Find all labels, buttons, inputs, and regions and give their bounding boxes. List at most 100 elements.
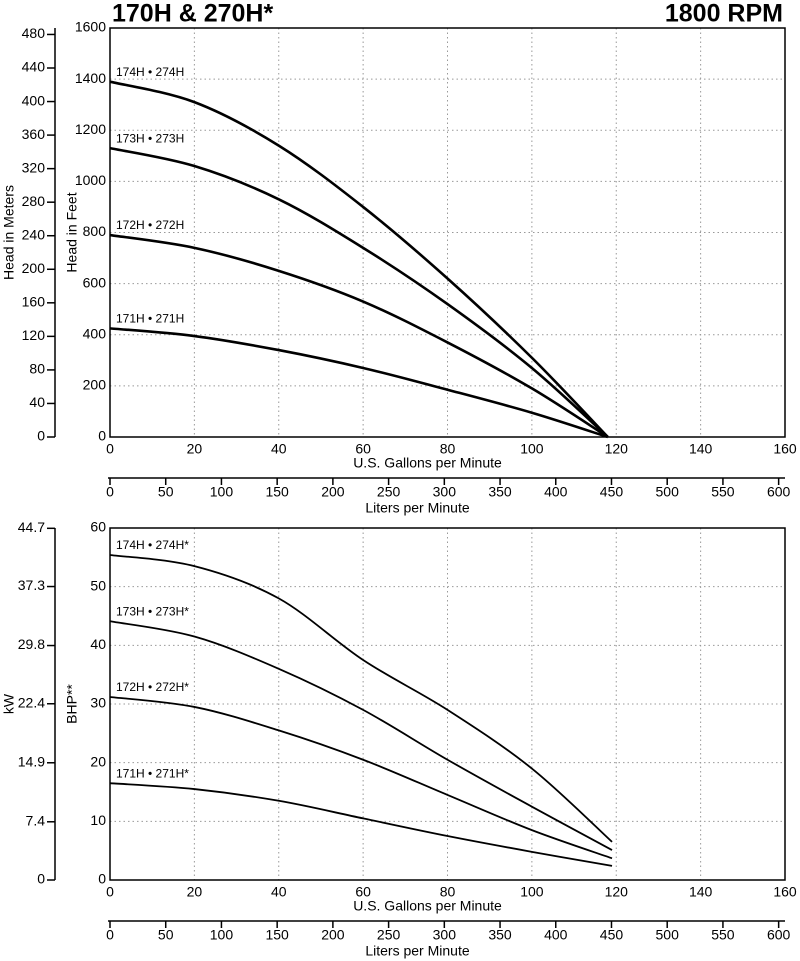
- y-tick-label: 1400: [75, 70, 106, 86]
- x-tick-label: 80: [440, 441, 456, 457]
- y2-tick-label: 480: [22, 25, 46, 41]
- x2-tick-label: 0: [106, 484, 114, 500]
- x2-tick-label: 350: [488, 927, 512, 943]
- x-tick-label: 20: [187, 441, 203, 457]
- y2-tick-label: 0: [37, 428, 45, 444]
- x2-tick-label: 500: [656, 484, 680, 500]
- y-tick-label: 40: [90, 636, 106, 652]
- x2-tick-label: 300: [433, 927, 457, 943]
- x-tick-label: 0: [106, 441, 114, 457]
- plot-frame: [109, 527, 786, 881]
- x2-tick-label: 200: [321, 484, 345, 500]
- x2-axis-label: Liters per Minute: [365, 943, 469, 959]
- chart-title: 170H & 270H*: [112, 0, 273, 28]
- x2-tick-label: 250: [377, 927, 401, 943]
- y2-axis-label: Head in Meters: [1, 185, 17, 280]
- y-tick-label: 400: [83, 325, 107, 341]
- x-tick-label: 0: [106, 884, 114, 900]
- y2-tick-label: 29.8: [18, 636, 45, 652]
- y-axis-label: BHP**: [64, 684, 80, 724]
- y2-tick-label: 40: [29, 394, 45, 410]
- x-tick-label: 80: [440, 884, 456, 900]
- x2-tick-label: 600: [767, 927, 791, 943]
- y2-tick-label: 360: [22, 126, 46, 142]
- y-tick-label: 0: [98, 871, 106, 887]
- y2-tick-label: 440: [22, 59, 46, 75]
- x2-tick-label: 450: [600, 484, 624, 500]
- x2-tick-label: 300: [433, 484, 457, 500]
- y2-tick-label: 80: [29, 361, 45, 377]
- x2-tick-label: 150: [265, 927, 289, 943]
- y-axis-label: Head in Feet: [64, 192, 80, 272]
- x2-tick-label: 400: [544, 927, 568, 943]
- series-label: 174H • 274H*: [116, 538, 189, 552]
- x2-tick-label: 350: [488, 484, 512, 500]
- chart-subtitle: 1800 RPM: [665, 0, 783, 28]
- curve: [109, 782, 613, 867]
- y2-tick-label: 320: [22, 159, 46, 175]
- x-axis-label: U.S. Gallons per Minute: [353, 455, 502, 471]
- x2-tick-label: 450: [600, 927, 624, 943]
- y2-tick-label: 280: [22, 193, 46, 209]
- x2-tick-label: 550: [711, 484, 735, 500]
- x-tick-label: 20: [187, 884, 203, 900]
- y2-tick-label: 200: [22, 260, 46, 276]
- x-tick-label: 60: [355, 441, 371, 457]
- y2-tick-label: 44.7: [18, 519, 45, 535]
- x-tick-label: 60: [355, 884, 371, 900]
- y2-tick-label: 240: [22, 226, 46, 242]
- x2-tick-label: 100: [210, 927, 234, 943]
- x2-tick-label: 250: [377, 484, 401, 500]
- y-tick-label: 600: [83, 274, 107, 290]
- curve: [109, 233, 609, 439]
- x2-tick-label: 50: [158, 484, 174, 500]
- y-tick-label: 1000: [75, 172, 106, 188]
- x-tick-label: 120: [605, 884, 629, 900]
- x-tick-label: 160: [773, 441, 797, 457]
- y2-tick-label: 0: [37, 871, 45, 887]
- x2-tick-label: 600: [767, 484, 791, 500]
- curve: [109, 620, 613, 851]
- series-label: 173H • 273H*: [116, 604, 189, 618]
- series-label: 172H • 272H*: [116, 680, 189, 694]
- y2-tick-label: 120: [22, 327, 46, 343]
- x-tick-label: 100: [520, 884, 544, 900]
- y-tick-label: 1200: [75, 121, 106, 137]
- x2-axis-label: Liters per Minute: [365, 500, 469, 516]
- curve: [109, 696, 613, 860]
- y2-tick-label: 22.4: [18, 694, 45, 710]
- x2-tick-label: 100: [210, 484, 234, 500]
- y-tick-label: 800: [83, 223, 107, 239]
- y2-tick-label: 400: [22, 92, 46, 108]
- series-label: 172H • 272H: [116, 218, 184, 232]
- plot-frame: [109, 27, 786, 438]
- x-tick-label: 140: [689, 441, 713, 457]
- series-label: 171H • 271H*: [116, 766, 189, 780]
- x-tick-label: 140: [689, 884, 713, 900]
- x-tick-label: 40: [271, 884, 287, 900]
- y2-tick-label: 14.9: [18, 753, 45, 769]
- x-tick-label: 120: [605, 441, 629, 457]
- x-tick-label: 160: [773, 884, 797, 900]
- x2-tick-label: 200: [321, 927, 345, 943]
- y-tick-label: 30: [90, 695, 106, 711]
- x2-tick-label: 400: [544, 484, 568, 500]
- y2-tick-label: 37.3: [18, 577, 45, 593]
- series-label: 173H • 273H: [116, 131, 184, 145]
- curve: [109, 554, 613, 843]
- x2-tick-label: 50: [158, 927, 174, 943]
- x2-tick-label: 550: [711, 927, 735, 943]
- x-axis-label: U.S. Gallons per Minute: [353, 898, 502, 914]
- x-tick-label: 100: [520, 441, 544, 457]
- y-tick-label: 60: [90, 519, 106, 535]
- y-tick-label: 0: [98, 428, 106, 444]
- y2-tick-label: 160: [22, 294, 46, 310]
- x2-tick-label: 500: [656, 927, 680, 943]
- x2-tick-label: 0: [106, 927, 114, 943]
- y-tick-label: 10: [90, 812, 106, 828]
- y2-axis-label: kW: [1, 693, 17, 714]
- y-tick-label: 200: [83, 377, 107, 393]
- y-tick-label: 1600: [75, 19, 106, 35]
